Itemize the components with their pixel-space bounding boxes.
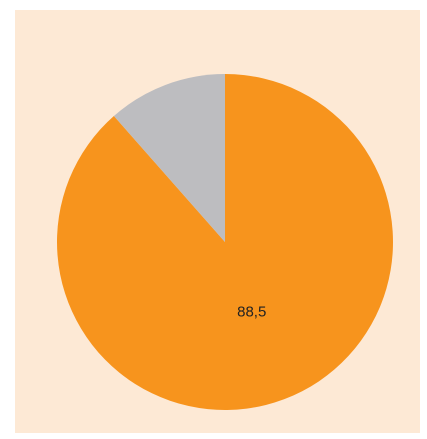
pie-slice-label-0: 88,5 bbox=[237, 304, 266, 321]
pie-slice-1 bbox=[113, 74, 225, 242]
pie-chart: 88,5 bbox=[15, 10, 420, 433]
pie-labels: 88,5 bbox=[237, 304, 266, 321]
pie-slices bbox=[56, 74, 394, 410]
chart-panel: 88,5 bbox=[15, 10, 420, 433]
